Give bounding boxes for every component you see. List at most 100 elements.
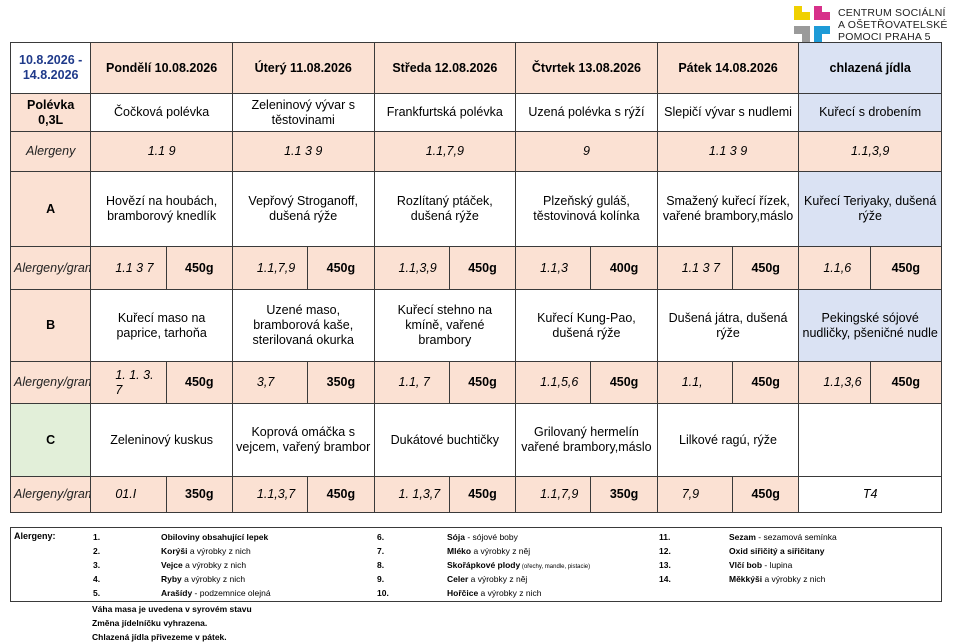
legend-number: 10. (377, 588, 389, 598)
allergens-grams-label: Alergeny/gramáž (9, 246, 92, 290)
meal-item: Kuřecí stehno na kmíně, vařené brambory (373, 289, 517, 362)
legend-item-desc: - lupina (762, 560, 793, 570)
legend-number: 1. (93, 532, 101, 542)
legend-item-name: Arašídy (161, 588, 193, 598)
legend-number: 13. (659, 560, 671, 570)
logo-yellow-shape-2 (794, 12, 810, 20)
meal-item: Vepřový Stroganoff, dušená rýže (231, 171, 375, 247)
logo-gray-shape-2 (802, 26, 810, 42)
organization-logo: CENTRUM SOCIÁLNÍ A OŠETŘOVATELSKÉ POMOCI… (792, 4, 962, 44)
meal-row-b: B Kuřecí maso na paprice, tarhoňa Uzené … (9, 289, 942, 362)
note-line: Chlazená jídla přivezeme v pátek. (92, 632, 227, 642)
legend-number: 2. (93, 546, 101, 556)
allergen-codes: 1.1, (656, 361, 734, 404)
allergen-legend: Alergeny: 1. Obiloviny obsahující lepek … (10, 527, 942, 602)
soup-item: Čočková polévka (90, 93, 233, 132)
note-line: Změna jídelníčku vyhrazena. (92, 618, 208, 628)
legend-item-name: Sezam (729, 532, 756, 542)
legend-item-name: Hořčice (447, 588, 479, 598)
portion-weight: 350g (590, 476, 658, 513)
legend-item-name: Ryby (161, 574, 182, 584)
allergen-codes: 7,9 (656, 476, 734, 513)
legend-item-name: Vlčí bob (729, 560, 763, 570)
allergen-codes: 1.1,3,6 (798, 361, 871, 404)
allergen-codes: 1.1,3,7 (231, 476, 309, 513)
allergen-codes: 1.1,7,9 (515, 476, 592, 513)
header-row: 10.8.2026 - 14.8.2026 Pondělí 10.08.2026… (9, 42, 942, 94)
legend-number: 8. (377, 560, 385, 570)
allergen-codes: 1.1,3,9 (373, 246, 450, 290)
legend-number: 11. (659, 532, 671, 542)
legend-item-desc: a výrobky z něj (468, 574, 528, 584)
legend-number: 5. (93, 588, 101, 598)
soup-item: Frankfurtská polévka (373, 93, 517, 132)
allergen-codes: 1.1 3 9 (656, 131, 800, 172)
meta-row-b: Alergeny/gramáž 1. 1. 3. 7 450g 3,7 350g… (9, 361, 943, 404)
cross-logo-icon (794, 6, 830, 42)
meta-row-c: Alergeny/gramáž 01.I 350g 1.1,3,7 450g 1… (9, 476, 942, 513)
meal-item: Dukátové buchtičky (373, 403, 517, 477)
day-header: Středa 12.08.2026 (373, 42, 517, 94)
allergen-codes: 1.1,3 (515, 246, 592, 290)
legend-number: 12. (659, 546, 671, 556)
legend-item: Vejce a výrobky z nich (161, 560, 246, 570)
allergen-codes: 1.1,7,9 (231, 246, 309, 290)
soup-item: Uzená polévka s rýží (515, 93, 658, 132)
allergen-codes: 1.1, 7 (373, 361, 450, 404)
portion-weight: 450g (732, 476, 800, 513)
weekly-menu-table: 10.8.2026 - 14.8.2026 Pondělí 10.08.2026… (9, 42, 943, 513)
legend-item-desc: - podzemnice olejná (192, 588, 271, 598)
allergen-codes: 1.1,3,9 (798, 131, 942, 172)
legend-item: Celer a výrobky z něj (447, 574, 527, 584)
day-header: Pondělí 10.08.2026 (90, 42, 233, 94)
legend-item: Skořápkové plody (ořechy, mandle, pistac… (447, 560, 590, 570)
legend-number: 4. (93, 574, 101, 584)
allergen-codes: 1.1 9 (90, 131, 233, 172)
meal-item: Pekingské sójové nudličky, pšeničné nudl… (798, 289, 942, 362)
logo-line: CENTRUM SOCIÁLNÍ (838, 7, 946, 19)
legend-item: Ryby a výrobky z nich (161, 574, 245, 584)
logo-blue-shape-2 (814, 26, 822, 42)
allergen-codes: 9 (515, 131, 658, 172)
allergens-grams-label: Alergeny/gramáž (9, 476, 92, 513)
allergen-codes: 1.1,5,6 (515, 361, 592, 404)
meal-item: Smažený kuřecí řízek, vařené brambory,má… (656, 171, 800, 247)
allergen-codes: 1.1 3 9 (231, 131, 375, 172)
soup-allergens-row: Alergeny 1.1 9 1.1 3 9 1.1,7,9 9 1.1 3 9… (9, 131, 942, 172)
meal-item: Koprová omáčka s vejcem, vařený brambor (231, 403, 375, 477)
portion-weight: 350g (307, 361, 375, 404)
legend-item-name: Mléko (447, 546, 472, 556)
portion-weight: 450g (448, 361, 517, 404)
legend-item: Oxid siřičitý a siřičitany (729, 546, 824, 556)
portion-weight: 450g (307, 476, 375, 513)
allergen-codes: 3,7 (231, 361, 309, 404)
meal-item: Lilkové ragú, rýže (656, 403, 800, 477)
day-header: Úterý 11.08.2026 (231, 42, 375, 94)
portion-weight: 450g (869, 246, 943, 290)
legend-item-desc: - sezamová semínka (755, 532, 837, 542)
soup-item: Zeleninový vývar s těstovinami (231, 93, 375, 132)
meal-item: Hovězí na houbách, bramborový knedlík (90, 171, 233, 247)
meal-item: Kuřecí Kung-Pao, dušená rýže (515, 289, 658, 362)
legend-item: Měkkýši a výrobky z nich (729, 574, 825, 584)
legend-item-desc: a výrobky z nich (762, 574, 826, 584)
legend-item-name: Skořápkové plody (447, 560, 521, 570)
legend-item: Sója - sójové boby (447, 532, 518, 542)
legend-item: Arašídy - podzemnice olejná (161, 588, 271, 598)
meta-row-a: Alergeny/gramáž 1.1 3 7 450g 1.1,7,9 450… (9, 246, 943, 290)
allergens-label: Alergeny (9, 131, 92, 172)
allergen-codes: 1. 1,3,7 (373, 476, 450, 513)
allergens-grams-label: Alergeny/gramáž (9, 361, 92, 404)
day-header: Čtvrtek 13.08.2026 (515, 42, 658, 94)
legend-item-name: Obiloviny obsahující lepek (161, 532, 269, 542)
note-line: Váha masa je uvedena v syrovém stavu (92, 604, 252, 614)
allergen-codes: 1.1 3 7 (90, 246, 167, 290)
portion-weight: 450g (307, 246, 375, 290)
meal-item: Zeleninový kuskus (90, 403, 233, 477)
cold-meals-header: chlazená jídla (798, 42, 942, 94)
portion-weight: 450g (448, 476, 517, 513)
menu-notes: Váha masa je uvedena v syrovém stavu Změ… (92, 602, 252, 644)
legend-item: Hořčice a výrobky z nich (447, 588, 542, 598)
legend-item-desc: - sójové boby (464, 532, 518, 542)
legend-number: 3. (93, 560, 101, 570)
